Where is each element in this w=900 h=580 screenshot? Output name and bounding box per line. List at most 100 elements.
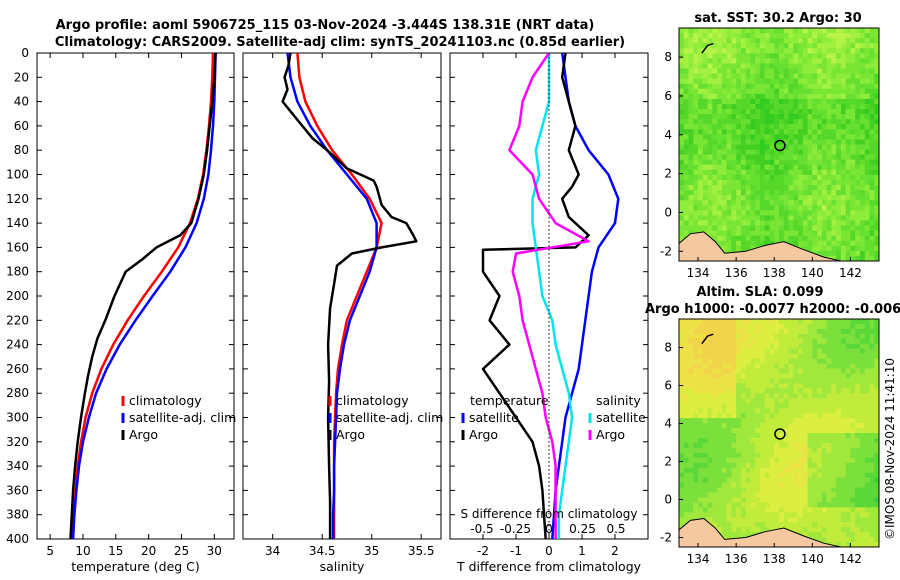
panel-sst-cell <box>740 179 747 186</box>
panel-sla-cell <box>874 368 880 374</box>
panel-sla-cell <box>821 333 828 340</box>
panel-sst-cell <box>807 93 813 100</box>
panel-sla-cell <box>788 393 794 399</box>
panel-sla-cell <box>707 398 713 404</box>
panel-sla-cell <box>783 442 789 449</box>
panel-sla-cell <box>707 373 713 379</box>
panel-sst-cell <box>740 43 747 49</box>
panel-sst-cell <box>798 119 804 125</box>
panel-sst-cell <box>712 68 718 74</box>
panel-sst-cell <box>750 58 756 64</box>
panel-sla-cell <box>731 383 737 389</box>
panel-sst-cell <box>874 245 880 252</box>
panel-sla-cell <box>821 423 828 429</box>
panel-sla-cell <box>740 527 747 533</box>
panel-sst-cell <box>817 38 823 44</box>
panel-sla-cell <box>688 512 694 518</box>
panel-sst-cell <box>764 124 770 130</box>
panel-sst-cell <box>850 53 856 59</box>
panel-sst-cell <box>831 159 837 166</box>
panel-sla-cell <box>859 398 866 404</box>
panel-sst-cell <box>745 215 751 221</box>
panel-sst-cell <box>831 240 837 247</box>
panel-sla-cell <box>798 393 804 399</box>
panel-sla-cell <box>788 433 794 439</box>
panel-sla-cell <box>864 408 870 414</box>
panel-sla-cell <box>745 328 751 335</box>
panel-sst-cell <box>702 58 708 64</box>
panel-sla-cell <box>731 363 737 369</box>
panel-sla-cell <box>779 353 785 360</box>
panel-sst-cell <box>812 205 818 211</box>
panel-sst-cell <box>817 134 823 140</box>
panel-sla-cell <box>845 497 851 503</box>
panel-sla-cell <box>788 363 794 369</box>
panel-sla-cell <box>807 517 813 523</box>
panel-sst-cell <box>712 78 718 85</box>
panel-sla-cell <box>788 378 794 384</box>
panel-sla-cell <box>769 507 775 513</box>
panel-sla-cell <box>683 447 689 454</box>
panel-sst-cell <box>759 235 766 242</box>
panel-sla-cell <box>807 328 813 335</box>
panel-sla-cell <box>864 497 870 503</box>
panel-sst-cell <box>726 83 732 90</box>
panel-sla-cell <box>845 333 851 340</box>
panel-sla-cell <box>764 497 770 503</box>
panel-sst-cell <box>874 119 880 125</box>
panel-sla-cell <box>864 323 870 330</box>
panel-sla-cell <box>750 348 756 355</box>
panel-sst-cell <box>764 33 770 39</box>
panel-sla-cell <box>850 348 856 355</box>
panel-sst-cell <box>740 190 747 196</box>
panel-sla-cell <box>679 437 685 444</box>
panel-sla-cell <box>679 398 685 404</box>
panel-sla-cell <box>869 413 875 419</box>
panel-sst-cell <box>693 28 699 34</box>
panel-sla-cell <box>821 482 828 488</box>
panel-sla-cell <box>717 472 723 479</box>
panel-sla-cell <box>731 328 737 335</box>
panel-sla-cell <box>802 333 808 340</box>
panel-sst-cell <box>755 83 761 90</box>
panel-sst-cell <box>864 93 870 100</box>
panel-sst-cell <box>869 144 875 150</box>
panel-sla-cell <box>821 537 828 543</box>
panel-sst-cell <box>683 33 689 39</box>
panel-sst-cell <box>740 149 747 156</box>
panel-sst-cell <box>855 250 861 257</box>
panel-sst-cell <box>817 144 823 150</box>
panel-sst-cell <box>826 245 832 252</box>
panel-sla-cell <box>683 517 689 523</box>
panel-sst-cell <box>836 43 842 49</box>
panel-sla-frame <box>678 318 880 548</box>
panel-sla-cell <box>702 477 708 483</box>
panel-sla-cell <box>817 393 823 399</box>
panel-sla-cell <box>807 388 813 394</box>
panel-sst-cell <box>845 240 851 247</box>
panel-sla-cell <box>817 433 823 439</box>
panel-sst-cell <box>759 48 766 54</box>
panel-sla-cell <box>707 472 713 479</box>
panel-sst-cell <box>817 179 823 186</box>
panel-sla-cell <box>683 462 689 469</box>
panel-sst-cell <box>788 53 794 59</box>
panel-sla-cell <box>745 477 751 483</box>
panel-sla-cell <box>788 507 794 513</box>
panel-sla-cell <box>817 522 823 528</box>
panel-sst-cell <box>817 73 823 80</box>
panel-sla-cell <box>807 447 813 454</box>
panel-sst-cell <box>769 164 775 171</box>
panel-sst-cell <box>855 53 861 59</box>
panel-sla-cell <box>855 472 861 479</box>
panel-sla-cell <box>683 413 689 419</box>
panel-sst-cell <box>874 154 880 161</box>
panel-sst-cell <box>807 109 813 115</box>
panel-sla-cell <box>836 343 842 350</box>
panel-sla-cell <box>845 393 851 399</box>
panel-sst-cell <box>788 169 794 176</box>
panel-sla-cell <box>726 378 732 384</box>
panel-sst-cell <box>740 88 747 95</box>
panel-sst-cell <box>788 185 794 191</box>
panel-sst-cell <box>793 109 799 115</box>
